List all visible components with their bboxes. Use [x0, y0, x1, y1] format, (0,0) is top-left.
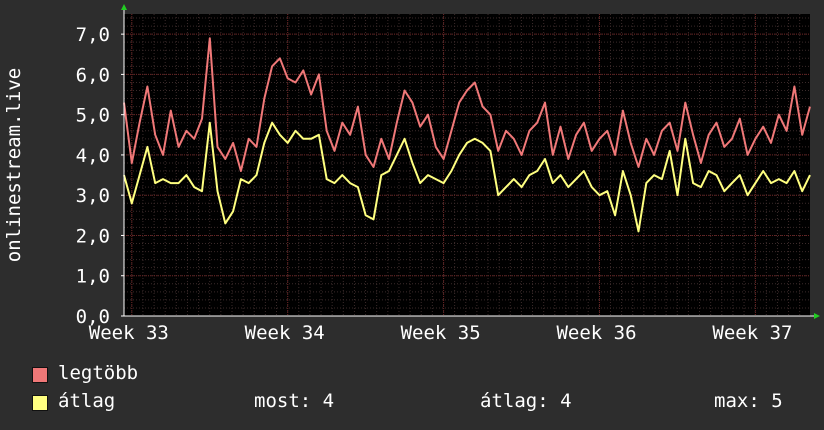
legend: legtöbb átlag most: 4 átlag: 4 max: 5 — [30, 362, 810, 422]
grid — [124, 14, 810, 316]
y-tick-label: 1,0 — [76, 266, 110, 288]
y-tick-label: 5,0 — [76, 105, 110, 127]
stat-max: max: 5 — [714, 390, 783, 412]
y-axis-label: onlinestream.live — [3, 68, 25, 262]
series-line-1 — [123, 121, 811, 233]
stat-avg: átlag: 4 — [480, 390, 572, 412]
legend-item-atlag: átlag most: 4 átlag: 4 max: 5 — [30, 390, 810, 416]
y-tick-label: 6,0 — [76, 64, 110, 86]
legend-item-legtobb: legtöbb — [30, 362, 810, 388]
legend-swatch-legtobb — [32, 367, 48, 383]
x-tick-label: Week 37 — [712, 322, 792, 344]
y-tick-labels: 0,0 1,0 2,0 3,0 4,0 5,0 6,0 7,0 — [76, 24, 124, 328]
legend-label-atlag: átlag — [58, 390, 116, 412]
y-tick-label: 2,0 — [76, 225, 110, 247]
y-tick-label: 7,0 — [76, 24, 110, 46]
legend-label-legtobb: legtöbb — [58, 362, 139, 384]
y-tick-label: 4,0 — [76, 145, 110, 167]
y-tick-label: 3,0 — [76, 185, 110, 207]
x-tick-label: Week 33 — [89, 322, 169, 344]
x-tick-label: Week 34 — [245, 322, 325, 344]
series-line-0 — [123, 37, 811, 172]
x-tick-label: Week 35 — [401, 322, 481, 344]
plot-background — [124, 14, 810, 316]
x-axis-arrow-icon — [814, 313, 820, 319]
y-axis-arrow-icon — [121, 4, 127, 10]
stat-now: most: 4 — [254, 390, 335, 412]
x-tick-labels: Week 33 Week 34 Week 35 Week 36 Week 37 — [89, 322, 793, 344]
legend-swatch-atlag — [32, 395, 48, 411]
y-tick-label: 0,0 — [76, 306, 110, 328]
axes — [121, 4, 820, 319]
x-tick-label: Week 36 — [556, 322, 636, 344]
series-lines — [123, 37, 811, 233]
line-chart: 0,01,02,03,04,05,06,07,0 Week 33 Week 34 W… — [3, 4, 820, 344]
